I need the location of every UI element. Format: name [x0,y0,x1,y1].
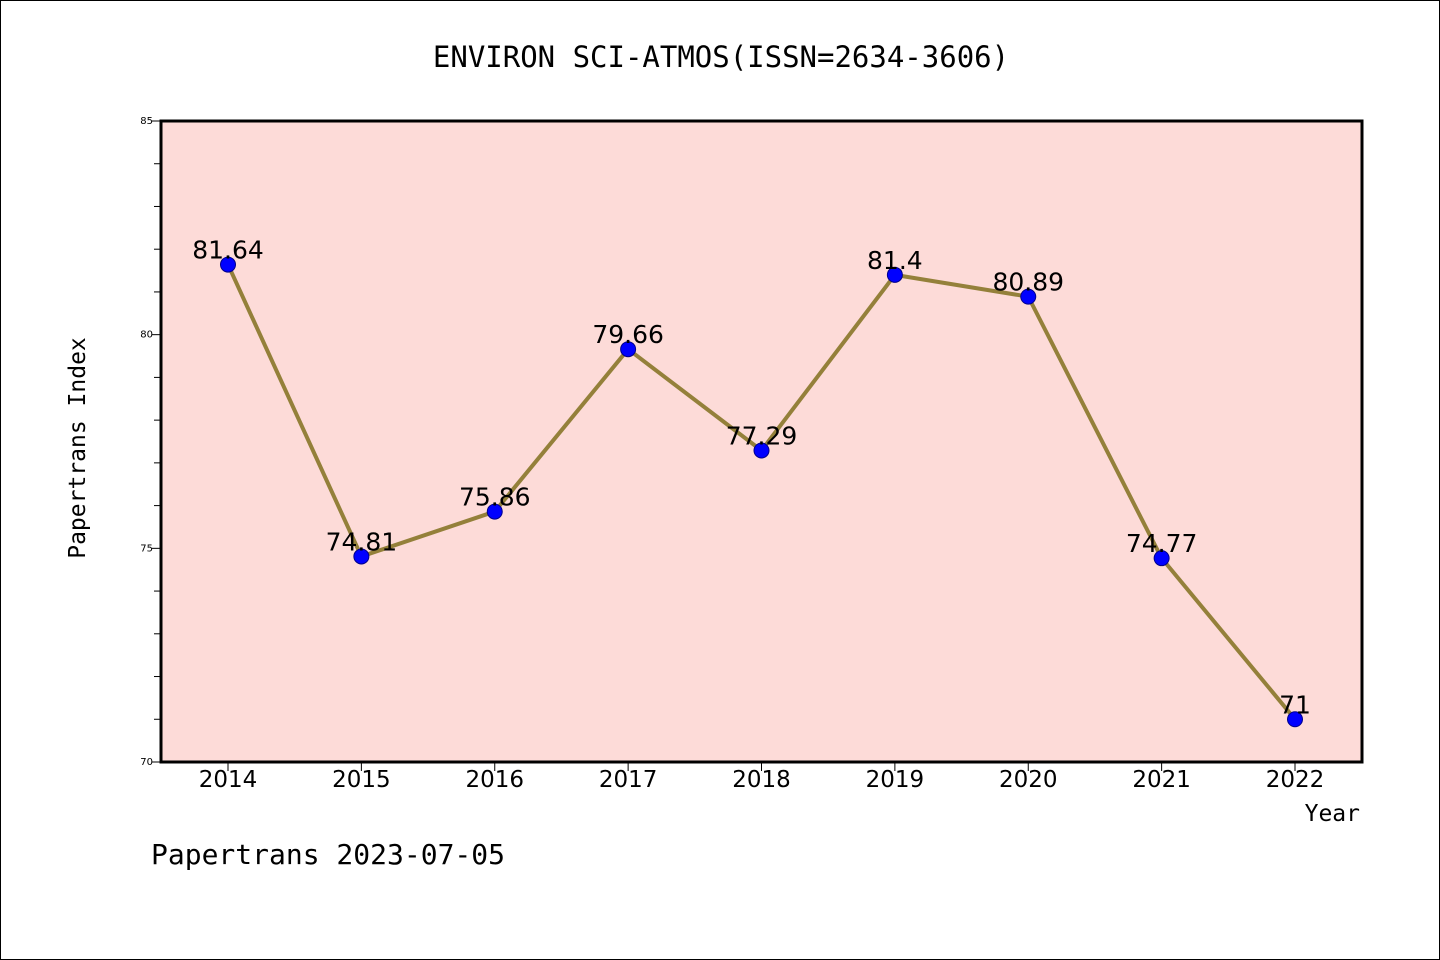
data-label: 75.86 [459,483,531,512]
x-tick-label: 2022 [1266,767,1325,793]
y-tick-label: 70 [140,757,153,768]
x-tick-label: 2015 [332,767,391,793]
y-axis-label: Papertrans Index [65,337,91,559]
data-label: 74.77 [1126,529,1198,558]
data-point [353,548,370,565]
data-label: 71 [1279,690,1311,719]
data-point [1020,288,1037,305]
x-tick-label: 2021 [1132,767,1191,793]
data-point [620,341,637,358]
footer-date: Papertrans 2023-07-05 [151,838,505,871]
plot-area [159,119,1364,764]
data-point [886,266,903,283]
data-point [753,442,770,459]
x-tick-label: 2018 [732,767,791,793]
x-tick-label: 2017 [599,767,658,793]
x-tick-label: 2020 [999,767,1058,793]
x-tick-label: 2019 [866,767,925,793]
y-tick-label: 85 [140,116,153,127]
data-label: 79.66 [592,320,664,349]
data-point [1287,711,1303,728]
chart-title: ENVIRON SCI-ATMOS(ISSN=2634-3606) [433,40,1009,74]
data-label: 77.29 [726,421,798,450]
y-axis: 70 75 80 85 [140,116,161,768]
data-point [1153,550,1170,567]
y-tick-label: 75 [140,543,153,554]
data-label: 81.64 [192,236,264,265]
x-tick-label: 2016 [465,767,524,793]
x-axis-label: Year [1305,801,1360,827]
y-tick-label: 80 [140,330,153,341]
data-label: 80.89 [992,268,1064,297]
data-label: 74.81 [326,527,398,556]
data-label: 81.4 [867,246,923,275]
data-point [220,256,236,273]
data-point [486,503,503,520]
x-axis: 2014 2015 2016 2017 2018 2019 2020 2021 2022 [199,762,1325,793]
series-layer: 81.64 74.81 75.86 79.66 77.29 81.4 80.89 74.77 7… [192,236,1311,728]
x-tick-label: 2014 [199,767,258,793]
